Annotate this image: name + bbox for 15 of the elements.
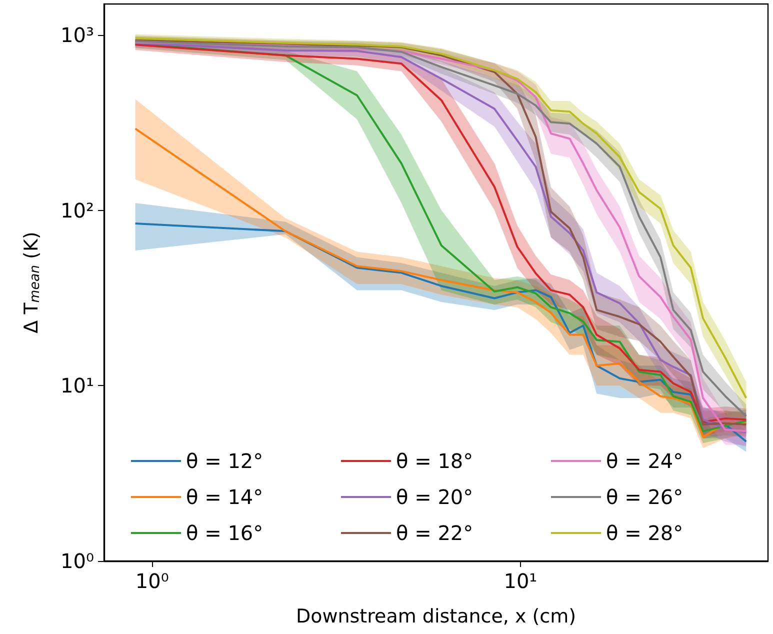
legend-label: θ = 12° <box>186 449 264 473</box>
x-axis-title: Downstream distance, x (cm) <box>296 606 576 628</box>
y-axis-title: Δ Tmean (K) <box>20 232 43 334</box>
y-tick-label: 10⁰ <box>60 549 94 573</box>
legend-label: θ = 22° <box>396 521 474 545</box>
y-tick-label: 10² <box>60 198 94 222</box>
legend-label: θ = 20° <box>396 485 474 509</box>
legend-label: θ = 24° <box>606 449 684 473</box>
legend-label: θ = 16° <box>186 521 264 545</box>
y-tick-label: 10¹ <box>60 374 94 398</box>
y-tick-label: 10³ <box>60 22 94 47</box>
legend-label: θ = 26° <box>606 485 684 509</box>
legend-label: θ = 28° <box>606 521 684 545</box>
legend-label: θ = 18° <box>396 449 474 473</box>
legend-label: θ = 14° <box>186 485 264 509</box>
